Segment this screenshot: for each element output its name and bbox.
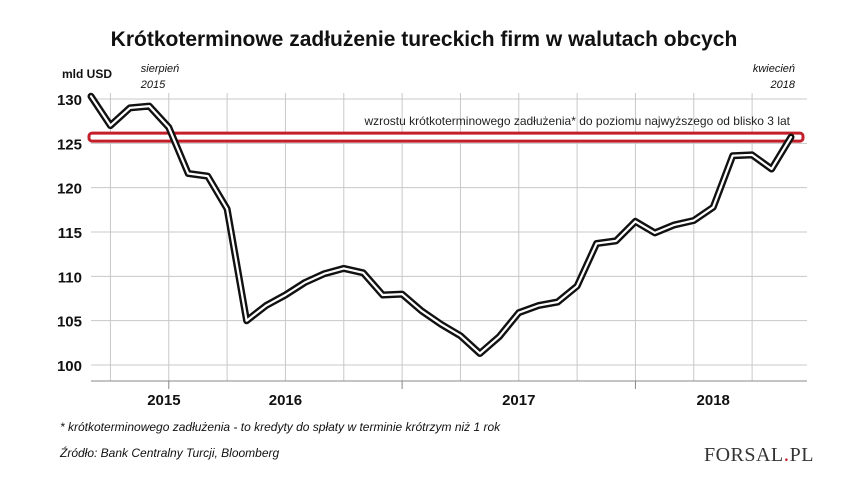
y-tick-label: 120 — [57, 181, 82, 198]
y-tick-label: 105 — [57, 314, 82, 331]
forsal-logo: FORSAL.PL — [703, 441, 814, 466]
annotation-label: 2018 — [770, 79, 796, 91]
x-tick-label: 2016 — [269, 392, 302, 409]
y-tick-label: 125 — [57, 136, 82, 153]
x-tick-label: 2015 — [147, 392, 180, 409]
annotation-label: 2015 — [140, 79, 166, 91]
chart-title: Krótkoterminowe zadłużenie tureckich fir… — [110, 28, 738, 51]
line-chart: 100 105 110 115 120 125 130 2015 2016 2017 2018 mld… — [57, 63, 807, 409]
reference-band — [87, 131, 805, 143]
x-tick-label: 2017 — [502, 392, 535, 409]
y-tick-label: 110 — [58, 269, 82, 286]
footnote: * krótkoterminowego zadłużenia - to kred… — [60, 420, 501, 434]
series-line-inner — [89, 95, 793, 355]
x-tick-label: 2018 — [697, 392, 730, 409]
reference-label: wzrostu krótkoterminowego zadłużenia* do… — [363, 114, 790, 128]
y-tick-label: 115 — [58, 225, 82, 242]
annotation-label: kwiecień — [753, 63, 795, 75]
annotation-label: sierpień — [141, 63, 180, 75]
y-tick-label: 130 — [57, 92, 82, 109]
y-tick-label: 100 — [57, 358, 82, 375]
y-axis-label: mld USD — [62, 67, 112, 81]
source-note: Źródło: Bank Centralny Turcji, Bloomberg — [60, 446, 280, 460]
